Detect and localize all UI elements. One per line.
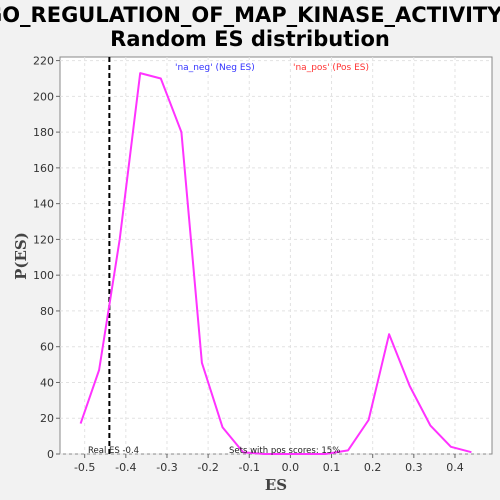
plot-area (59, 56, 493, 455)
y-tick-label: 120 (33, 233, 54, 246)
y-tick-label: 100 (33, 269, 54, 282)
x-tick-label: 0.4 (446, 461, 464, 474)
x-tick-label: 0.0 (282, 461, 300, 474)
x-tick-label: -0.4 (115, 461, 136, 474)
x-tick-label: 0.2 (364, 461, 382, 474)
x-tick-label: -0.5 (74, 461, 95, 474)
chart-subtitle: Random ES distribution (110, 27, 390, 51)
x-tick-label: 0.3 (405, 461, 423, 474)
legend-pos: 'na_pos' (Pos ES) (293, 63, 369, 73)
y-tick-label: 140 (33, 198, 54, 211)
x-tick-label: -0.1 (239, 461, 260, 474)
pos-scores-annotation: Sets with pos scores: 15% (229, 446, 340, 456)
es-series-line (79, 72, 472, 455)
chart-title: GO_REGULATION_OF_MAP_KINASE_ACTIVITY: (0, 3, 500, 27)
y-axis-label: P(ES) (12, 232, 30, 280)
legend-neg: 'na_neg' (Neg ES) (175, 63, 255, 73)
x-axis-label: ES (265, 476, 287, 494)
y-tick-label: 80 (40, 305, 54, 318)
grid-lines (60, 57, 492, 455)
y-tick-label: 40 (40, 376, 54, 389)
x-tick-label: -0.2 (197, 461, 218, 474)
y-tick-label: 20 (40, 412, 54, 425)
axis-ticks: 0 20 40 60 80 100 120 140 160 180 200 220 -0.5 -0.4 -0… (33, 55, 464, 474)
y-tick-label: 0 (47, 448, 54, 461)
y-tick-label: 200 (33, 90, 54, 103)
y-tick-label: 160 (33, 162, 54, 175)
y-tick-label: 60 (40, 341, 54, 354)
y-tick-label: 180 (33, 126, 54, 139)
x-tick-label: -0.3 (156, 461, 177, 474)
real-es-annotation: Real ES -0.4 (88, 446, 139, 456)
y-tick-label: 220 (33, 55, 54, 68)
x-tick-label: 0.1 (323, 461, 341, 474)
